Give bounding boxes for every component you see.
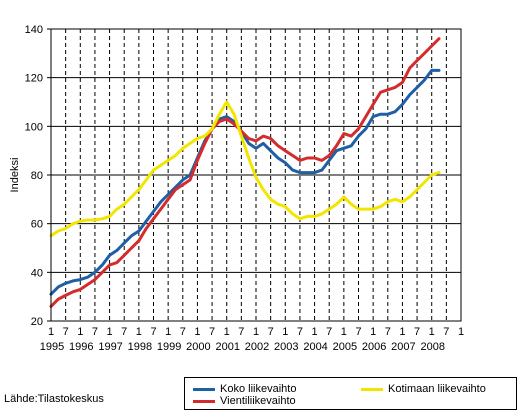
- y-tick-label-120: 120: [25, 73, 43, 85]
- plot-frame: [50, 28, 462, 322]
- x-tick-label-9: 7: [180, 326, 186, 338]
- y-tick-label-60: 60: [31, 219, 43, 231]
- x-tick-label-2: 1: [77, 326, 83, 338]
- y-axis-title: Indeksi: [9, 158, 21, 193]
- series-lines: [49, 37, 441, 308]
- x-tick-label-8: 1: [165, 326, 171, 338]
- x-tick-label-6: 1: [136, 326, 142, 338]
- x-year-label-2005: 2005: [333, 341, 357, 353]
- y-tick-label-80: 80: [31, 170, 43, 182]
- series-line-1: [49, 37, 441, 308]
- x-year-label-1995: 1995: [40, 341, 64, 353]
- x-tick-label-4: 1: [107, 326, 113, 338]
- legend-label-kotimaan: Kotimaan liikevaihto: [388, 383, 486, 395]
- legend-label-vienti: Vientiliikevaihto: [220, 395, 296, 407]
- legend-swatch-koko: [193, 388, 215, 391]
- x-year-label-2007: 2007: [391, 341, 415, 353]
- series-line-0: [49, 68, 441, 296]
- x-tick-label-11: 7: [209, 326, 215, 338]
- x-tick-label-21: 7: [355, 326, 361, 338]
- x-tick-label-1: 7: [63, 326, 69, 338]
- x-tick-label-20: 1: [341, 326, 347, 338]
- legend-swatch-kotimaan: [361, 388, 383, 391]
- x-tick-label-14: 1: [253, 326, 259, 338]
- x-tick-label-0: 1: [48, 326, 54, 338]
- x-tick-label-10: 1: [194, 326, 200, 338]
- x-tick-label-3: 7: [92, 326, 98, 338]
- x-tick-label-28: 1: [458, 326, 464, 338]
- x-year-label-2000: 2000: [186, 341, 210, 353]
- x-tick-label-27: 7: [443, 326, 449, 338]
- legend: Koko liikevaihto Kotimaan liikevaihto Vi…: [184, 377, 517, 410]
- x-tick-label-22: 1: [370, 326, 376, 338]
- series-line-2: [49, 100, 441, 238]
- y-axis-ticks: 20 40 60 80 100 120 140: [25, 24, 51, 328]
- x-tick-label-12: 1: [224, 326, 230, 338]
- legend-swatch-vienti: [193, 400, 215, 403]
- x-year-label-1996: 1996: [69, 341, 93, 353]
- source-note: Lähde:Tilastokeskus: [4, 393, 104, 405]
- x-tick-label-19: 7: [326, 326, 332, 338]
- y-tick-label-140: 140: [25, 24, 43, 36]
- y-tick-label-40: 40: [31, 267, 43, 279]
- x-year-label-1997: 1997: [98, 341, 122, 353]
- x-tick-label-15: 7: [268, 326, 274, 338]
- x-tick-label-25: 7: [414, 326, 420, 338]
- x-year-label-2008: 2008: [420, 341, 444, 353]
- x-tick-label-23: 7: [385, 326, 391, 338]
- x-tick-label-18: 1: [312, 326, 318, 338]
- x-tick-label-7: 7: [150, 326, 156, 338]
- y-tick-label-100: 100: [25, 121, 43, 133]
- x-tick-label-24: 1: [399, 326, 405, 338]
- x-tick-label-13: 7: [238, 326, 244, 338]
- x-tick-label-5: 7: [121, 326, 127, 338]
- x-year-label-2003: 2003: [274, 341, 298, 353]
- x-tick-label-16: 1: [282, 326, 288, 338]
- x-year-label-2002: 2002: [245, 341, 269, 353]
- x-year-label-2006: 2006: [362, 341, 386, 353]
- legend-label-koko: Koko liikevaihto: [220, 383, 297, 395]
- x-year-label-1999: 1999: [157, 341, 181, 353]
- x-tick-label-17: 7: [297, 326, 303, 338]
- x-tick-label-26: 1: [429, 326, 435, 338]
- y-tick-label-20: 20: [31, 316, 43, 328]
- x-year-label-2004: 2004: [303, 341, 327, 353]
- x-year-label-1998: 1998: [128, 341, 152, 353]
- x-year-label-2001: 2001: [215, 341, 239, 353]
